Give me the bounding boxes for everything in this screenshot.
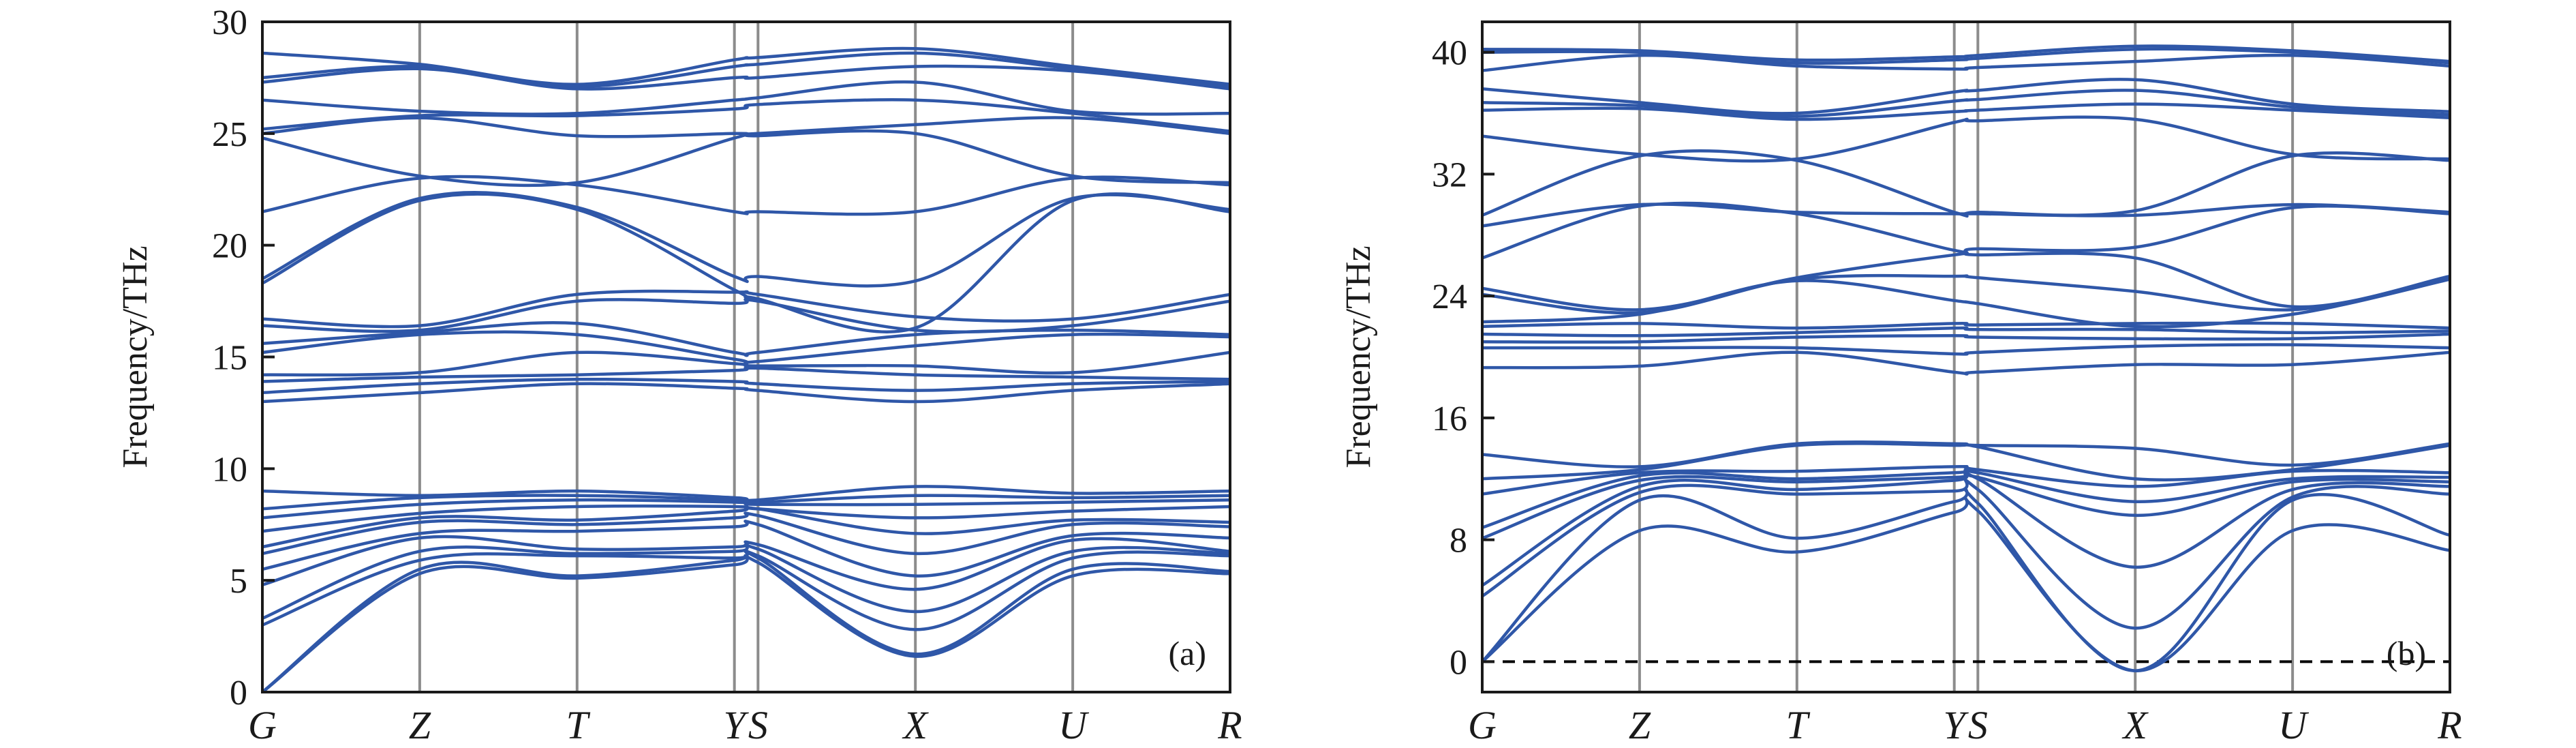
panel-a: 0 5 10 15 20 25 30 G Z T Y S X U R Frequency/THz (a): [116, 3, 1242, 747]
band-line-18: [1482, 201, 2450, 260]
band-line-26: [1482, 47, 2450, 65]
band-line-1: [1482, 496, 2450, 672]
band-line-27: [1482, 44, 2450, 63]
y-tick-label: 16: [1432, 400, 1467, 438]
y-tick-label: 10: [212, 450, 247, 489]
band-line-23: [1482, 89, 2450, 118]
band-line-10: [1482, 350, 2450, 376]
x-tick-label-R: R: [2437, 703, 2462, 747]
x-tick-label-U: U: [1058, 703, 1090, 747]
y-tick-label: 0: [230, 674, 247, 713]
y-tick-label: 40: [1432, 34, 1467, 73]
band-line-17: [262, 330, 1230, 365]
band-line-12: [1482, 332, 2450, 344]
x-tick-label-G: G: [248, 703, 277, 747]
band-line-20: [262, 289, 1230, 329]
band-line-9: [1482, 440, 2450, 468]
x-tick-label-Y: Y: [1944, 703, 1969, 747]
y-tick-label: 20: [212, 227, 247, 266]
band-line-20: [1482, 149, 2450, 218]
band-line-3: [262, 549, 1230, 631]
band-series-group: [1482, 44, 2450, 672]
band-line-28: [262, 64, 1230, 91]
band-line-22: [262, 191, 1230, 288]
plot-frame: [261, 20, 1231, 693]
band-line-25: [1482, 53, 2450, 72]
band-line-6: [1482, 468, 2450, 529]
band-line-15: [262, 366, 1230, 383]
x-tick-label-T: T: [1786, 703, 1811, 747]
band-line-16: [1482, 273, 2450, 315]
panel-label: (a): [1169, 634, 1207, 672]
y-tick-label: 32: [1432, 155, 1467, 194]
band-line-2: [1482, 487, 2450, 672]
band-line-7: [262, 511, 1230, 556]
panel-b: 0 8 16 24 32 40 G Z T Y S X U R Frequency/THz (b): [1339, 20, 2462, 747]
band-line-15: [1482, 278, 2450, 329]
band-line-5: [262, 535, 1230, 591]
band-line-19: [262, 298, 1230, 334]
band-line-26: [262, 98, 1230, 133]
plot-frame: [1481, 20, 2451, 693]
x-tick-label-T: T: [566, 703, 591, 747]
band-line-14: [1482, 321, 2450, 330]
y-tick-label: 0: [1450, 643, 1467, 682]
band-line-21: [1482, 115, 2450, 163]
y-tick-label: 15: [212, 339, 247, 378]
x-tick-label-Y: Y: [724, 703, 750, 747]
band-line-11: [1482, 343, 2450, 356]
band-line-9: [262, 504, 1230, 533]
x-tick-label-S: S: [1968, 703, 1988, 747]
panel-label: (b): [2387, 634, 2426, 672]
band-line-25: [262, 116, 1230, 138]
band-line-6: [262, 520, 1230, 578]
band-line-13: [1482, 326, 2450, 338]
band-line-22: [1482, 102, 2450, 121]
band-line-12: [262, 485, 1230, 503]
x-tick-label-X: X: [2121, 703, 2149, 747]
band-line-21: [262, 192, 1230, 333]
x-tick-label-R: R: [1217, 703, 1242, 747]
band-line-24: [1482, 78, 2450, 115]
band-series-group: [262, 46, 1230, 692]
y-tick-label: 25: [212, 115, 247, 154]
band-line-18: [262, 321, 1230, 357]
y-tick-label: 24: [1432, 278, 1467, 316]
x-tick-label-X: X: [902, 703, 929, 747]
band-line-30: [262, 46, 1230, 86]
band-line-5: [1482, 473, 2450, 540]
y-axis-title: Frequency/THz: [116, 245, 155, 468]
y-tick-label: 8: [1450, 522, 1467, 560]
x-tick-label-G: G: [1468, 703, 1497, 747]
band-line-13: [262, 382, 1230, 404]
x-tick-label-Z: Z: [1629, 703, 1651, 747]
y-tick-label: 5: [230, 562, 247, 601]
band-line-24: [262, 129, 1230, 188]
x-tick-label-Z: Z: [409, 703, 431, 747]
y-tick-label: 30: [212, 3, 247, 42]
band-line-27: [262, 80, 1230, 116]
x-tick-label-S: S: [748, 703, 768, 747]
y-axis-title: Frequency/THz: [1339, 245, 1378, 468]
x-tick-label-U: U: [2278, 703, 2310, 747]
band-line-14: [262, 377, 1230, 395]
band-line-16: [262, 350, 1230, 377]
